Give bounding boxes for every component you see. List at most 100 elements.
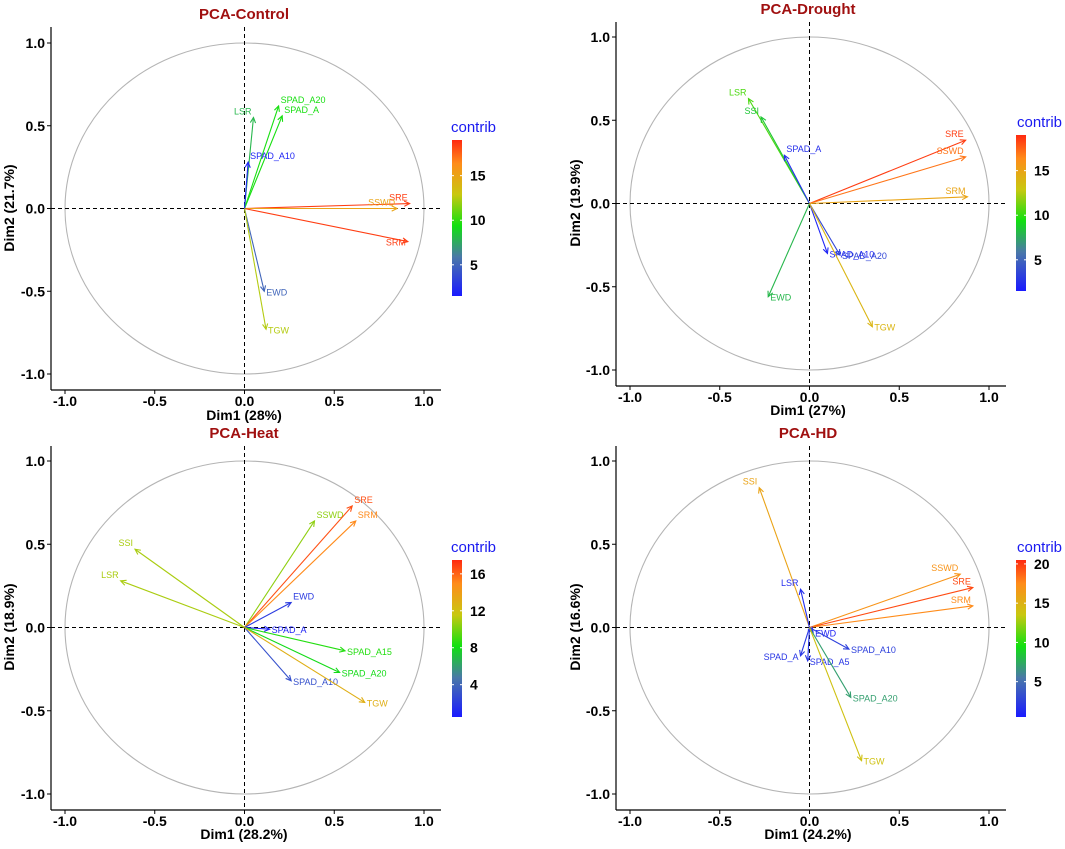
variable-label: SPAD_A20 xyxy=(281,95,326,105)
variable-arrow-shaft xyxy=(758,487,811,628)
pca-panel-pca-drought: -1.0 -0.5 0.0 0.5 1.0 -1.0 -0.5 0.0 0.5 1.0 PCA-Dr… xyxy=(567,1,1062,418)
contrib-legend: contrib 5 10 15 xyxy=(1016,114,1062,291)
variable-vector-ewd: EWD xyxy=(767,203,811,303)
variable-vector-srm: SRM xyxy=(244,207,410,248)
variable-arrow-shaft xyxy=(243,208,267,330)
variable-arrow-head xyxy=(954,573,962,579)
x-tick-label: 1.0 xyxy=(979,813,999,829)
y-tick-label: -1.0 xyxy=(586,362,610,378)
variable-arrow-head xyxy=(358,697,366,704)
variable-arrow-shaft xyxy=(808,627,863,761)
x-tick-label: -1.0 xyxy=(618,813,642,829)
legend-tick-label: 15 xyxy=(1034,595,1050,611)
x-tick-label: -1.0 xyxy=(53,813,77,829)
x-tick-label: 0.5 xyxy=(325,393,345,409)
variable-arrow-head xyxy=(260,285,267,293)
variable-arrow-head xyxy=(403,200,411,207)
chart-title: PCA-HD xyxy=(779,425,837,442)
variable-arrow-shaft xyxy=(244,627,292,682)
legend-colorbar xyxy=(1016,135,1026,291)
variable-vector-sswd: SSWD xyxy=(809,563,962,629)
y-tick-label: 0.0 xyxy=(591,196,611,212)
variable-arrow-head xyxy=(959,155,967,162)
variable-label: SPAD_A10 xyxy=(250,151,295,161)
y-axis-label: Dim2 (19.9%) xyxy=(567,159,583,246)
variable-label: SPAD_A xyxy=(786,144,821,154)
variable-vector-lsr: LSR xyxy=(101,570,245,629)
variable-vector-tgw: TGW xyxy=(809,203,896,333)
variable-label: LSR xyxy=(234,106,252,116)
y-tick-label: 0.0 xyxy=(591,620,611,636)
variable-label: SRE xyxy=(952,577,971,587)
x-tick-label: -0.5 xyxy=(143,393,167,409)
x-tick-label: -0.5 xyxy=(708,389,732,405)
variable-label: LSR xyxy=(729,88,747,98)
legend-tick-label: 16 xyxy=(470,566,486,582)
variable-vector-spad_a: SPAD_A xyxy=(764,627,811,662)
variable-label: EWD xyxy=(815,628,836,638)
variable-arrow-shaft xyxy=(244,627,366,703)
legend-tick-label: 10 xyxy=(470,212,486,228)
variable-arrow-head xyxy=(277,114,284,122)
variable-label: SPAD_A20 xyxy=(842,251,887,261)
legend-tick-label: 5 xyxy=(470,257,478,273)
variable-label: TGW xyxy=(367,698,388,708)
variable-arrow-head xyxy=(842,643,851,650)
variable-label: SPAD_A10 xyxy=(829,249,874,259)
variable-label: SRE xyxy=(945,129,964,139)
variable-arrow-shaft xyxy=(809,203,873,327)
variable-vector-spad_a: SPAD_A xyxy=(243,105,319,209)
variable-arrow-shaft xyxy=(809,605,973,629)
variable-arrow-head xyxy=(799,649,806,658)
variable-label: EWD xyxy=(266,287,287,297)
x-tick-label: 0.0 xyxy=(235,813,255,829)
y-tick-label: 0.0 xyxy=(26,201,46,217)
variable-arrow-shaft xyxy=(244,202,410,210)
variable-arrow-shaft xyxy=(244,626,270,630)
chart-title: PCA-Control xyxy=(199,6,289,23)
y-tick-label: -0.5 xyxy=(21,703,45,719)
variable-arrow-head xyxy=(244,160,251,168)
variable-label: SSWD xyxy=(937,146,965,156)
variable-vector-tgw: TGW xyxy=(808,627,885,767)
y-tick-label: 0.5 xyxy=(591,112,611,128)
legend-title: contrib xyxy=(1017,114,1062,131)
variable-arrow-head xyxy=(758,486,764,494)
variable-label: SSI xyxy=(743,477,758,487)
y-tick-label: -0.5 xyxy=(21,283,45,299)
variable-arrow-shaft xyxy=(809,627,852,698)
variable-arrow-head xyxy=(856,754,863,762)
variable-label: SSI xyxy=(118,538,133,548)
variable-arrow-shaft xyxy=(244,627,340,673)
variable-label: SPAD_A15 xyxy=(347,647,392,657)
y-tick-label: -0.5 xyxy=(586,279,610,295)
y-axis-label: Dim2 (21.7%) xyxy=(1,164,17,251)
variable-arrow-head xyxy=(119,579,127,586)
variable-vector-tgw: TGW xyxy=(243,208,290,335)
variable-arrow-shaft xyxy=(783,154,810,204)
variable-arrow-shaft xyxy=(809,587,973,629)
y-tick-label: -0.5 xyxy=(586,703,610,719)
variable-arrow-head xyxy=(966,603,975,610)
variable-label: SSWD xyxy=(317,510,345,520)
variable-arrow-head xyxy=(285,601,293,608)
variable-label: SPAD_A xyxy=(764,652,799,662)
pca-panel-pca-hd: -1.0 -0.5 0.0 0.5 1.0 -1.0 -0.5 0.0 0.5 1.0 PCA-HD… xyxy=(567,425,1062,842)
variable-arrow-head xyxy=(346,505,354,512)
variable-arrow-head xyxy=(339,646,347,653)
chart-title: PCA-Drought xyxy=(761,1,856,18)
variable-arrow-shaft xyxy=(808,203,828,254)
variable-arrow-head xyxy=(959,139,967,146)
y-tick-label: -1.0 xyxy=(21,366,45,382)
x-axis-label: Dim1 (28.2%) xyxy=(200,826,287,842)
variable-vector-spad_a15: SPAD_A15 xyxy=(244,626,392,657)
variable-arrow-shaft xyxy=(244,602,292,628)
variable-vector-srm: SRM xyxy=(809,186,969,205)
variable-label: SRM xyxy=(386,238,406,248)
variable-arrow-shaft xyxy=(809,196,968,205)
x-tick-label: 1.0 xyxy=(414,393,434,409)
variable-vector-spad_a20: SPAD_A20 xyxy=(809,627,898,703)
variable-arrow-head xyxy=(747,97,754,105)
variable-arrow-head xyxy=(845,691,852,699)
